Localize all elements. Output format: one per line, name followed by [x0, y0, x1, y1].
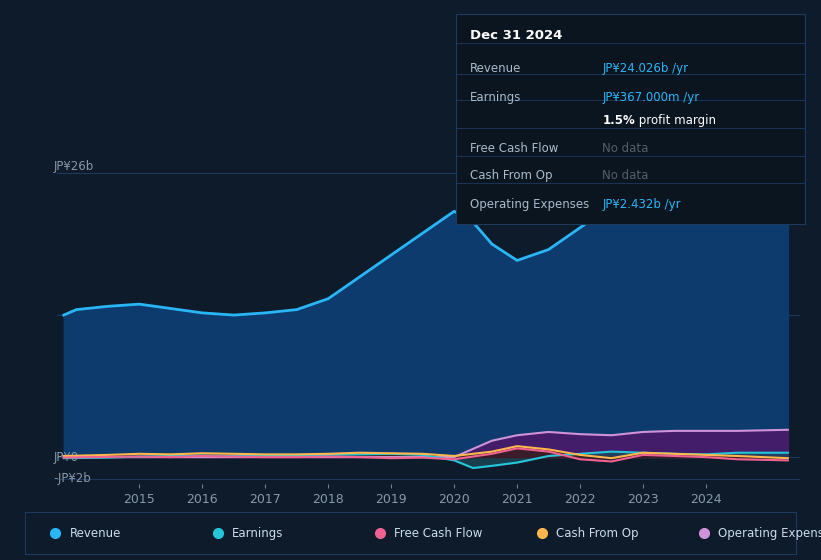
Text: Free Cash Flow: Free Cash Flow — [470, 142, 558, 155]
Text: Revenue: Revenue — [70, 527, 121, 540]
Text: No data: No data — [603, 142, 649, 155]
Text: Earnings: Earnings — [232, 527, 282, 540]
Text: Revenue: Revenue — [470, 62, 521, 75]
Text: Free Cash Flow: Free Cash Flow — [393, 527, 482, 540]
Text: JP¥26b: JP¥26b — [53, 160, 94, 173]
Text: Cash From Op: Cash From Op — [556, 527, 638, 540]
Text: No data: No data — [603, 169, 649, 183]
Text: 1.5%: 1.5% — [603, 114, 635, 127]
Text: Earnings: Earnings — [470, 91, 521, 104]
Text: JP¥367.000m /yr: JP¥367.000m /yr — [603, 91, 699, 104]
Text: JP¥2.432b /yr: JP¥2.432b /yr — [603, 198, 681, 211]
Text: profit margin: profit margin — [635, 114, 717, 127]
Text: Cash From Op: Cash From Op — [470, 169, 552, 183]
Text: JP¥0: JP¥0 — [53, 451, 79, 464]
Text: Operating Expenses: Operating Expenses — [718, 527, 821, 540]
Text: -JP¥2b: -JP¥2b — [53, 473, 91, 486]
Text: Operating Expenses: Operating Expenses — [470, 198, 589, 211]
Text: JP¥24.026b /yr: JP¥24.026b /yr — [603, 62, 688, 75]
Text: Dec 31 2024: Dec 31 2024 — [470, 29, 562, 41]
